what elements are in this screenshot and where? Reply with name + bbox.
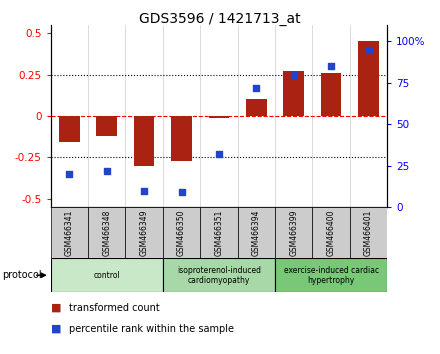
Bar: [358, 41, 379, 116]
Bar: [171, 116, 192, 161]
Bar: [200, 207, 238, 258]
Point: [290, 72, 297, 77]
Point: [103, 168, 110, 173]
Bar: [51, 207, 88, 258]
Bar: [134, 116, 154, 166]
Text: ■: ■: [51, 324, 61, 333]
Bar: [321, 73, 341, 116]
Text: GSM466399: GSM466399: [289, 210, 298, 256]
Text: GSM466350: GSM466350: [177, 210, 186, 256]
Point: [365, 47, 372, 52]
Point: [66, 171, 73, 177]
Text: exercise-induced cardiac
hypertrophy: exercise-induced cardiac hypertrophy: [283, 266, 379, 285]
Bar: [88, 207, 125, 258]
Bar: [275, 207, 312, 258]
Bar: [125, 207, 163, 258]
Bar: [209, 116, 229, 118]
Point: [141, 188, 148, 193]
Bar: [163, 207, 200, 258]
Bar: [312, 207, 350, 258]
Text: ■: ■: [51, 303, 61, 313]
Text: GSM466400: GSM466400: [326, 210, 336, 256]
Text: GSM466394: GSM466394: [252, 210, 261, 256]
Text: GSM466341: GSM466341: [65, 210, 74, 256]
Bar: [350, 207, 387, 258]
Bar: [246, 99, 267, 116]
Point: [178, 189, 185, 195]
Text: percentile rank within the sample: percentile rank within the sample: [69, 324, 234, 333]
Text: isoproterenol-induced
cardiomyopathy: isoproterenol-induced cardiomyopathy: [177, 266, 261, 285]
Bar: [51, 258, 163, 292]
Text: GSM466401: GSM466401: [364, 210, 373, 256]
Text: GSM466351: GSM466351: [214, 210, 224, 256]
Point: [327, 63, 335, 69]
Bar: [238, 207, 275, 258]
Point: [216, 151, 223, 157]
Bar: [96, 116, 117, 136]
Bar: [275, 258, 387, 292]
Bar: [163, 258, 275, 292]
Bar: [59, 116, 80, 142]
Text: control: control: [93, 271, 120, 280]
Text: GSM466348: GSM466348: [102, 210, 111, 256]
Text: GSM466349: GSM466349: [139, 210, 149, 256]
Bar: [283, 71, 304, 116]
Text: GDS3596 / 1421713_at: GDS3596 / 1421713_at: [139, 12, 301, 27]
Text: protocol: protocol: [2, 270, 42, 280]
Text: transformed count: transformed count: [69, 303, 160, 313]
Point: [253, 85, 260, 91]
